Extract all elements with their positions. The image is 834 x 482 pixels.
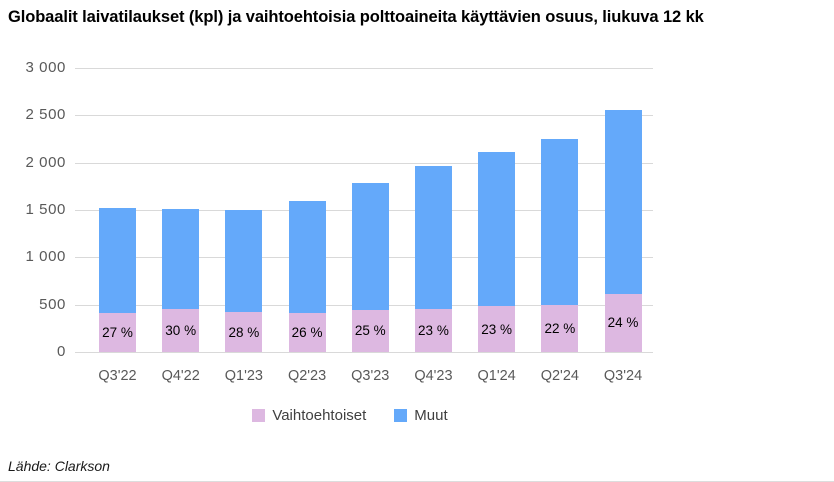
bar-Q2'24: 22 %	[541, 138, 579, 352]
gridline	[75, 68, 653, 69]
legend-label: Vaihtoehtoiset	[272, 407, 367, 424]
bar-Q3'22: 27 %	[99, 208, 136, 352]
x-axis-label: Q3'23	[351, 368, 390, 384]
bar-percentage-label: 27 %	[102, 325, 133, 341]
bar-segment-muut	[162, 208, 200, 309]
gridline	[75, 115, 653, 117]
bar-segment-vaihtoehtoiset: 22 %	[541, 305, 579, 352]
y-axis-tick-label: 1 500	[25, 201, 66, 218]
plot-area: 0 500 1 000 1 500 2 000 2 500 3 000 27 % 30 % 28 …	[0, 59, 834, 360]
x-axis-label: Q3'22	[98, 368, 137, 384]
bar-Q4'23: 23 %	[414, 166, 452, 352]
legend-label: Muut	[414, 407, 448, 424]
bar-Q3'23: 25 %	[351, 183, 389, 352]
bar-percentage-label: 24 %	[607, 315, 639, 331]
bar-Q1'23: 28 %	[225, 210, 263, 352]
x-axis-label: Q4'23	[414, 368, 453, 384]
y-axis-tick-label: 500	[39, 295, 66, 313]
legend-item-muut: Muut	[394, 407, 448, 424]
bar-segment-vaihtoehtoiset: 23 %	[478, 306, 516, 352]
bar-percentage-label: 25 %	[354, 323, 386, 339]
gridline	[75, 162, 653, 164]
bar-percentage-label: 28 %	[228, 324, 260, 340]
bar-segment-vaihtoehtoiset: 26 %	[288, 312, 326, 352]
chart-title: Globaalit laivatilaukset (kpl) ja vaihto…	[8, 8, 704, 26]
x-axis-label: Q2'23	[287, 368, 327, 384]
bar-segment-vaihtoehtoiset: 28 %	[225, 312, 263, 352]
x-axis: Q3'22 Q4'22 Q1'23 Q2'23 Q3'23 Q4'23 Q1'24 Q2'24…	[0, 368, 834, 388]
bar-segment-muut	[225, 210, 263, 313]
x-axis-label: Q4'22	[161, 368, 200, 384]
bar-segment-muut	[351, 183, 389, 310]
x-axis-label: Q1'24	[477, 368, 516, 384]
bar-segment-muut	[414, 166, 452, 310]
y-axis-tick-label: 2 500	[25, 106, 66, 124]
legend-item-vaihtoehtoiset: Vaihtoehtoiset	[252, 407, 366, 424]
y-axis-tick-label: 0	[57, 343, 66, 360]
bar-percentage-label: 23 %	[481, 321, 513, 337]
x-axis-label: Q1'23	[224, 368, 263, 384]
x-axis-label: Q3'24	[603, 368, 643, 384]
bar-segment-muut	[478, 151, 516, 307]
legend-swatch-icon	[252, 409, 266, 422]
bar-Q3'24: 24 %	[604, 109, 642, 352]
bar-Q1'24: 23 %	[478, 151, 516, 352]
y-axis-tick-label: 2 000	[25, 153, 66, 171]
bar-segment-vaihtoehtoiset: 27 %	[99, 313, 136, 352]
bar-segment-muut	[99, 208, 136, 314]
y-axis-tick-label: 3 000	[25, 59, 66, 76]
bar-percentage-label: 22 %	[544, 321, 576, 337]
bar-segment-vaihtoehtoiset: 30 %	[162, 308, 200, 352]
bar-Q4'22: 30 %	[162, 208, 200, 352]
bar-percentage-label: 23 %	[418, 323, 449, 339]
bar-segment-vaihtoehtoiset: 25 %	[351, 309, 389, 352]
bar-segment-muut	[604, 109, 642, 294]
x-axis-label: Q2'24	[540, 368, 579, 384]
bar-segment-vaihtoehtoiset: 24 %	[604, 293, 642, 352]
bar-percentage-label: 30 %	[165, 322, 197, 338]
gridline	[75, 352, 653, 353]
y-axis-tick-label: 1 000	[25, 248, 66, 266]
bar-segment-muut	[288, 201, 326, 313]
legend: Vaihtoehtoiset Muut	[0, 407, 700, 424]
bar-Q2'23: 26 %	[288, 201, 326, 352]
bar-percentage-label: 26 %	[291, 324, 323, 340]
bar-segment-vaihtoehtoiset: 23 %	[414, 309, 452, 352]
legend-swatch-icon	[394, 409, 408, 422]
source-note: Lähde: Clarkson	[8, 458, 110, 474]
bar-segment-muut	[541, 138, 579, 306]
